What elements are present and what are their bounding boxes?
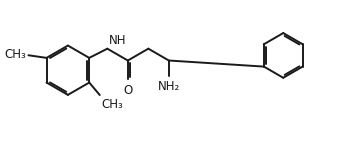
Text: O: O [123, 83, 132, 97]
Text: CH₃: CH₃ [101, 98, 123, 111]
Text: NH: NH [109, 34, 126, 47]
Text: CH₃: CH₃ [5, 48, 26, 61]
Text: NH₂: NH₂ [158, 80, 180, 93]
